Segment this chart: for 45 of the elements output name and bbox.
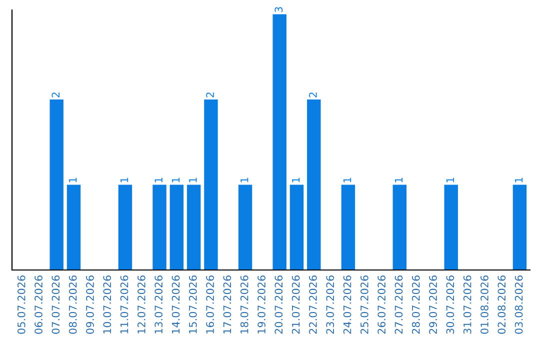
x-tick-label: 22.07.2026	[309, 276, 317, 334]
data-label: 1	[120, 178, 128, 182]
x-tick-label: 25.07.2026	[360, 276, 368, 334]
x-tick-label: 27.07.2026	[394, 276, 403, 334]
x-tick-label: 23.07.2026	[326, 276, 334, 334]
data-label: 1	[446, 178, 454, 182]
x-tick-label: 11.07.2026	[120, 276, 128, 334]
x-tick-label: 13.07.2026	[154, 276, 163, 334]
x-tick-label: 08.07.2026	[68, 276, 77, 334]
x-tick-label: 19.07.2026	[258, 276, 266, 334]
data-label: 2	[309, 92, 317, 98]
x-tick-label: 17.07.2026	[223, 276, 232, 334]
data-label: 1	[394, 178, 403, 182]
x-tick-label: 20.07.2026	[274, 276, 283, 334]
data-label: 1	[154, 178, 162, 182]
data-label: 1	[189, 178, 197, 182]
x-tick-label: 10.07.2026	[103, 276, 112, 334]
x-tick-label: 12.07.2026	[138, 276, 146, 334]
data-label: 1	[343, 178, 352, 182]
x-tick-label: 09.07.2026	[86, 276, 94, 334]
x-tick-label: 05.07.2026	[17, 276, 26, 334]
x-tick-label: 29.07.2026	[429, 276, 437, 334]
x-tick-label: 28.07.2026	[412, 276, 420, 334]
x-tick-label: 15.07.2026	[188, 276, 197, 334]
x-tick-label: 14.07.2026	[172, 276, 180, 334]
x-tick-label: 26.07.2026	[378, 276, 386, 334]
x-tick-label: 02.08.2026	[498, 276, 506, 334]
x-tick-label: 06.07.2026	[34, 276, 42, 334]
x-tick-label: 03.08.2026	[514, 276, 523, 334]
x-tick-label: 24.07.2026	[343, 276, 352, 334]
x-tick-label: 07.07.2026	[52, 276, 60, 334]
data-label: 2	[52, 92, 60, 98]
x-tick-label: 18.07.2026	[240, 276, 248, 334]
x-tick-label: 30.07.2026	[446, 276, 454, 334]
x-tick-label: 21.07.2026	[292, 276, 300, 334]
x-tick-label: 31.07.2026	[463, 276, 472, 334]
data-label: 1	[69, 178, 77, 182]
data-label: 2	[206, 92, 214, 98]
data-label: 1	[292, 178, 300, 182]
data-label: 1	[240, 178, 248, 182]
data-label: 3	[274, 7, 283, 12]
x-tick-label: 01.08.2026	[480, 276, 488, 334]
data-label: 1	[172, 178, 180, 182]
data-label: 1	[514, 178, 523, 182]
x-tick-label: 16.07.2026	[206, 276, 214, 334]
